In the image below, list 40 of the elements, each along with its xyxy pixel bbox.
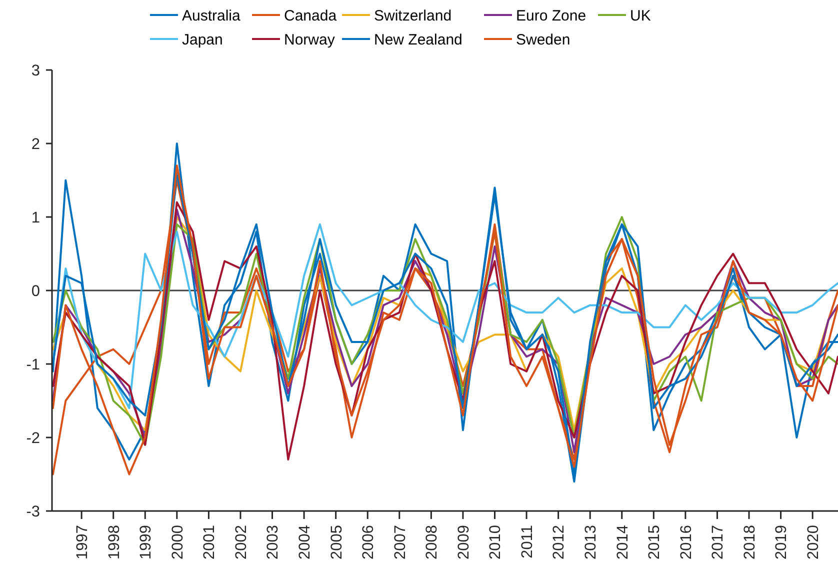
legend-label: Switzerland — [374, 7, 452, 24]
x-tick-label: 2010 — [487, 524, 504, 560]
legend-label: Japan — [182, 31, 223, 48]
x-tick-label: 2016 — [678, 525, 695, 560]
x-tick-label: 2008 — [424, 525, 441, 560]
y-tick-label: -1 — [26, 356, 40, 374]
x-tick-label: 2018 — [741, 525, 758, 560]
x-tick-label: 2000 — [169, 524, 186, 560]
x-tick-label: 2019 — [773, 525, 790, 560]
y-tick-label: -2 — [26, 430, 40, 447]
x-tick-label: 2013 — [582, 525, 600, 560]
x-tick-label: 2001 — [201, 525, 218, 560]
x-tick-label: 2014 — [614, 524, 632, 560]
legend-label: New Zealand — [374, 31, 462, 48]
y-tick-label: -3 — [26, 503, 40, 520]
y-tick-label: 0 — [31, 282, 40, 300]
x-tick-label: 1997 — [74, 525, 91, 560]
legend-label: Canada — [284, 7, 338, 24]
x-tick-label: 2009 — [455, 525, 472, 560]
y-tick-label: 2 — [31, 136, 40, 153]
x-tick-label: 1998 — [106, 525, 123, 560]
legend-label: Norway — [284, 31, 336, 48]
x-tick-label: 1999 — [138, 525, 155, 560]
y-tick-label: 1 — [31, 209, 40, 226]
x-tick-label: 2020 — [805, 524, 822, 560]
legend-label: UK — [630, 7, 651, 24]
x-tick-label: 2017 — [710, 525, 727, 560]
x-tick-label: 2011 — [518, 525, 536, 558]
x-tick-label: 2012 — [550, 525, 568, 560]
x-tick-label: 2003 — [264, 525, 282, 560]
x-tick-label: 2005 — [328, 525, 346, 560]
legend-label: Australia — [182, 7, 242, 24]
legend-label: Sweden — [516, 31, 570, 48]
y-tick-label: 3 — [31, 62, 40, 80]
x-tick-label: 2015 — [646, 525, 664, 560]
x-tick-label: 2006 — [360, 525, 378, 560]
legend-label: Euro Zone — [516, 7, 586, 24]
x-tick-label: 2007 — [392, 525, 409, 560]
x-tick-label: 2004 — [296, 524, 314, 560]
x-tick-label: 2002 — [232, 525, 250, 560]
